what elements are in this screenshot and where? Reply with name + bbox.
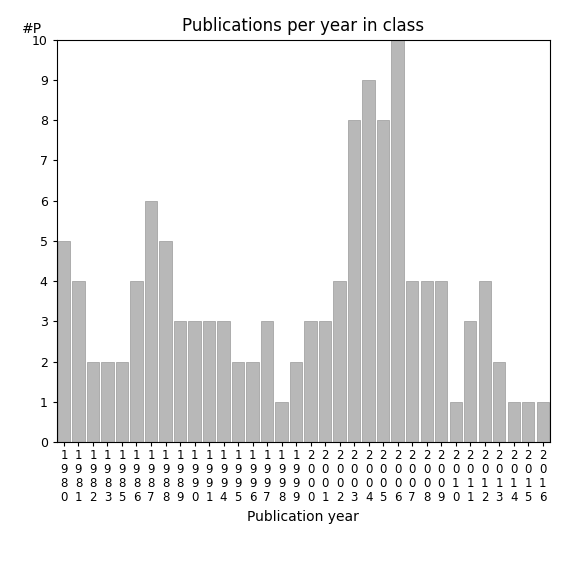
Bar	[217, 321, 230, 442]
Bar	[203, 321, 215, 442]
Bar	[536, 402, 549, 442]
Bar	[333, 281, 346, 442]
Title: Publications per year in class: Publications per year in class	[182, 18, 425, 35]
Bar	[174, 321, 186, 442]
Bar	[319, 321, 331, 442]
Bar	[421, 281, 433, 442]
Bar	[290, 362, 302, 442]
Bar	[188, 321, 201, 442]
Bar	[479, 281, 491, 442]
Bar	[522, 402, 534, 442]
Bar	[232, 362, 244, 442]
Bar	[304, 321, 317, 442]
Bar	[276, 402, 287, 442]
Bar	[464, 321, 476, 442]
Bar	[58, 241, 70, 442]
Bar	[377, 120, 390, 442]
Bar	[507, 402, 520, 442]
Bar	[493, 362, 505, 442]
Bar	[362, 80, 375, 442]
Bar	[87, 362, 99, 442]
Bar	[435, 281, 447, 442]
Bar	[261, 321, 273, 442]
Bar	[348, 120, 360, 442]
Bar	[450, 402, 462, 442]
Text: #P: #P	[22, 22, 43, 36]
Bar	[391, 40, 404, 442]
X-axis label: Publication year: Publication year	[247, 510, 359, 524]
Bar	[130, 281, 143, 442]
Bar	[406, 281, 418, 442]
Bar	[159, 241, 172, 442]
Bar	[116, 362, 128, 442]
Bar	[247, 362, 259, 442]
Bar	[101, 362, 113, 442]
Bar	[145, 201, 157, 442]
Bar	[73, 281, 84, 442]
